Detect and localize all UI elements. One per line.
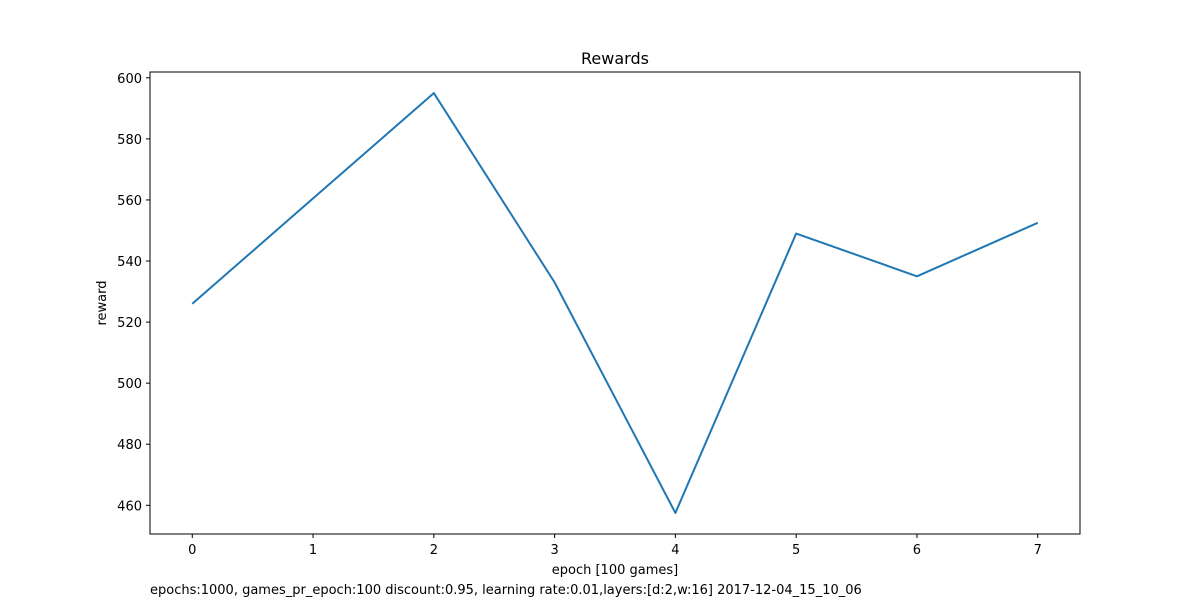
series-line [191,92,1039,514]
y-tick-label: 480 [117,438,142,453]
x-tick-label: 5 [792,543,800,558]
x-axis: 0 1 2 3 4 5 6 7 [188,534,1042,558]
x-axis-label: epoch [100 games] [552,563,678,578]
y-axis: 460 480 500 520 540 560 580 600 [117,72,150,514]
x-tick-label: 1 [309,543,317,558]
y-tick-label: 500 [117,377,142,392]
x-tick-label: 2 [430,543,438,558]
x-tick-label: 4 [671,543,679,558]
y-tick-label: 600 [117,72,142,87]
x-tick-label: 3 [550,543,558,558]
plot-frame [149,71,1081,535]
y-tick-label: 560 [117,194,142,209]
y-tick-label: 460 [117,499,142,514]
x-tick-label: 6 [913,543,921,558]
x-tick-label: 7 [1034,543,1042,558]
y-tick-label: 520 [117,316,142,331]
x-tick-label: 0 [188,543,196,558]
footer-caption: epochs:1000, games_pr_epoch:100 discount… [150,583,862,598]
series-layer [191,92,1039,514]
y-tick-label: 540 [117,255,142,270]
y-axis-label: reward [95,280,110,325]
chart-title: Rewards [581,49,649,68]
y-tick-label: 580 [117,133,142,148]
plot-area [149,71,1081,535]
